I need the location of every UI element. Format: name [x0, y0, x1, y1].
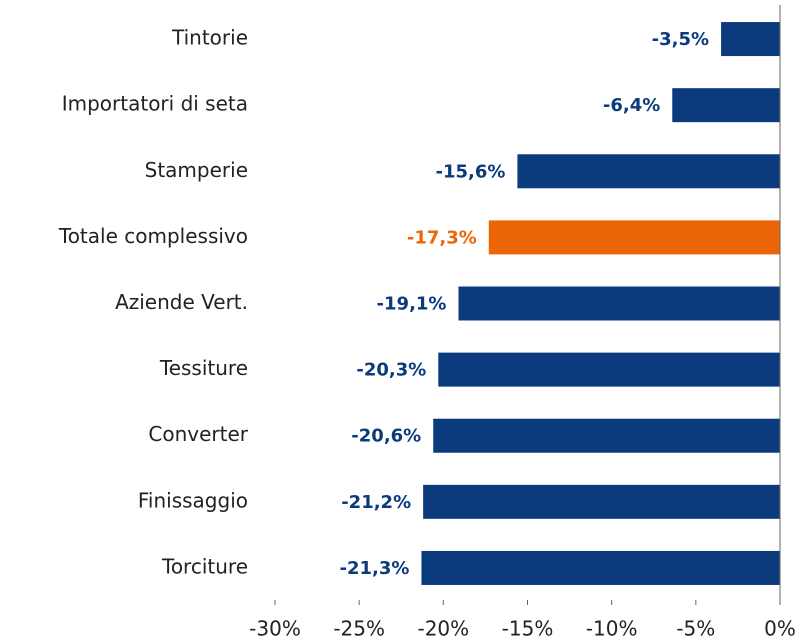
value-label: -17,3% [407, 227, 477, 248]
value-label: -21,3% [340, 558, 410, 579]
bar [721, 22, 780, 57]
x-tick-label: -5% [676, 617, 715, 641]
bar [433, 418, 780, 453]
category-label: Torciture [161, 554, 248, 578]
x-tick-label: -15% [502, 617, 554, 641]
bar [438, 352, 780, 387]
value-label: -6,4% [603, 95, 660, 116]
value-label: -15,6% [435, 161, 505, 182]
value-label: -20,6% [351, 426, 421, 447]
category-label: Finissaggio [138, 488, 248, 512]
x-tick-label: -20% [417, 617, 469, 641]
x-tick-label: 0% [764, 617, 796, 641]
value-label: -20,3% [356, 360, 426, 381]
bar [458, 286, 780, 321]
category-label: Converter [148, 422, 248, 446]
x-tick-label: -10% [586, 617, 638, 641]
bar [488, 220, 780, 255]
x-tick-label: -25% [333, 617, 385, 641]
value-label: -21,2% [341, 492, 411, 513]
category-label: Aziende Vert. [115, 290, 248, 314]
category-label: Stamperie [145, 158, 248, 182]
x-tick-label: -30% [249, 617, 301, 641]
category-label: Tintorie [171, 26, 248, 50]
category-label: Totale complessivo [58, 224, 248, 248]
value-label: -3,5% [652, 29, 709, 50]
bar [672, 88, 780, 123]
value-label: -19,1% [377, 294, 447, 315]
bar [423, 484, 780, 519]
category-label: Importatori di seta [62, 92, 248, 116]
bar [517, 154, 780, 189]
category-label: Tessiture [159, 356, 248, 380]
bar [421, 550, 780, 585]
